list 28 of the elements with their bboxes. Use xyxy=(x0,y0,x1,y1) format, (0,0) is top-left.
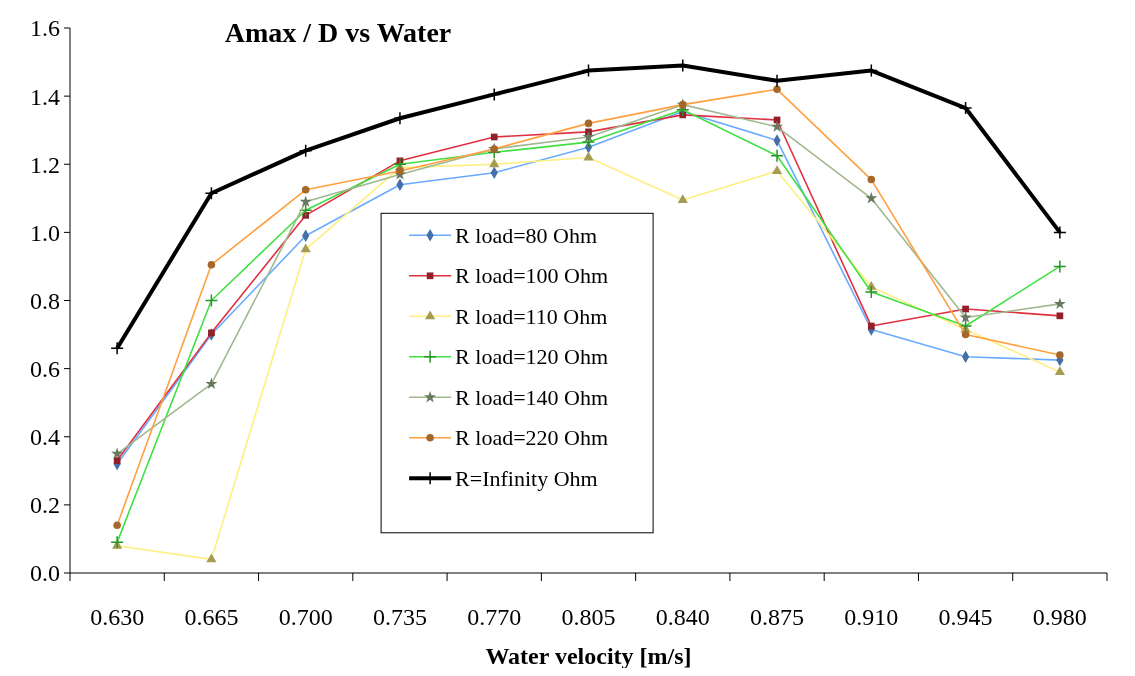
x-tick-label: 0.875 xyxy=(750,604,805,630)
x-tick-label: 0.665 xyxy=(184,604,239,630)
y-tick-label: 1.4 xyxy=(30,83,60,110)
y-tick-label: 1.0 xyxy=(30,219,60,246)
legend-label: R=Infinity Ohm xyxy=(455,466,598,491)
legend-label: R load=140 Ohm xyxy=(455,385,609,410)
legend-label: R load=110 Ohm xyxy=(455,304,608,329)
legend-label: R load=100 Ohm xyxy=(455,263,609,289)
legend-label: R load=220 Ohm xyxy=(455,425,609,451)
chart-title: Amax / D vs Water xyxy=(224,17,452,48)
y-tick-label: 0.0 xyxy=(30,560,60,587)
y-tick-label: 0.6 xyxy=(30,356,60,383)
y-tick-label: 0.8 xyxy=(30,287,60,314)
x-tick-label: 0.700 xyxy=(278,604,333,630)
legend-label: R load=120 Ohm xyxy=(455,344,609,370)
x-tick-label: 0.840 xyxy=(655,604,710,630)
y-tick-label: 0.2 xyxy=(30,492,60,519)
x-tick-label: 0.735 xyxy=(372,604,427,630)
x-tick-label: 0.805 xyxy=(561,604,616,630)
y-tick-label: 0.4 xyxy=(30,424,60,451)
x-tick-label: 0.945 xyxy=(938,604,993,630)
legend-label: R load=80 Ohm xyxy=(455,223,598,248)
x-tick-label: 0.630 xyxy=(90,604,145,630)
x-tick-label: 0.980 xyxy=(1032,604,1087,630)
x-tick-label: 0.770 xyxy=(467,604,522,630)
y-tick-label: 1.6 xyxy=(30,15,60,42)
x-tick-label: 0.910 xyxy=(844,604,899,630)
y-tick-label: 1.2 xyxy=(30,151,60,178)
